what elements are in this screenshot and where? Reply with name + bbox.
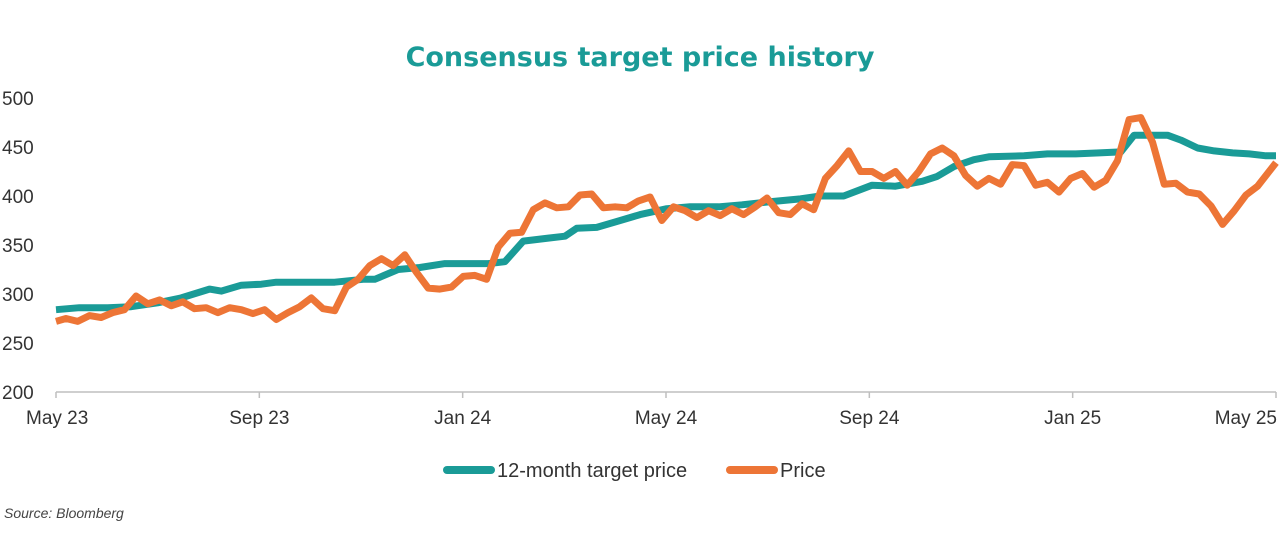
y-tick-label: 500	[2, 89, 34, 110]
x-tick-label: May 25	[1215, 408, 1277, 429]
series-lines	[55, 114, 1279, 325]
chart-title: Consensus target price history	[406, 42, 875, 73]
x-tick-label: Jan 25	[1044, 408, 1101, 429]
x-tick-label: Jan 24	[434, 408, 491, 429]
source-note: Source: Bloomberg	[4, 505, 124, 521]
x-tick-label: May 24	[635, 408, 698, 429]
y-tick-label: 450	[2, 138, 34, 159]
y-tick-label: 400	[2, 187, 34, 208]
y-tick-label: 350	[2, 236, 34, 257]
series-line-price	[55, 114, 1279, 325]
y-tick-label: 200	[2, 383, 34, 404]
legend: 12-month target price Price	[443, 460, 826, 482]
y-axis-ticks: 200 250 300 350 400 450 500	[2, 89, 34, 404]
x-tick-label: May 23	[26, 408, 88, 429]
y-tick-label: 250	[2, 334, 34, 355]
x-tick-label: Sep 24	[839, 408, 900, 429]
legend-label-target: 12-month target price	[497, 460, 687, 482]
x-tick-label: Sep 23	[229, 408, 289, 429]
legend-label-price: Price	[780, 460, 826, 482]
x-axis: May 23 Sep 23 Jan 24 May 24 Sep 24 Jan 25 May …	[26, 391, 1277, 429]
y-tick-label: 300	[2, 285, 34, 306]
series-line-target	[55, 131, 1276, 314]
